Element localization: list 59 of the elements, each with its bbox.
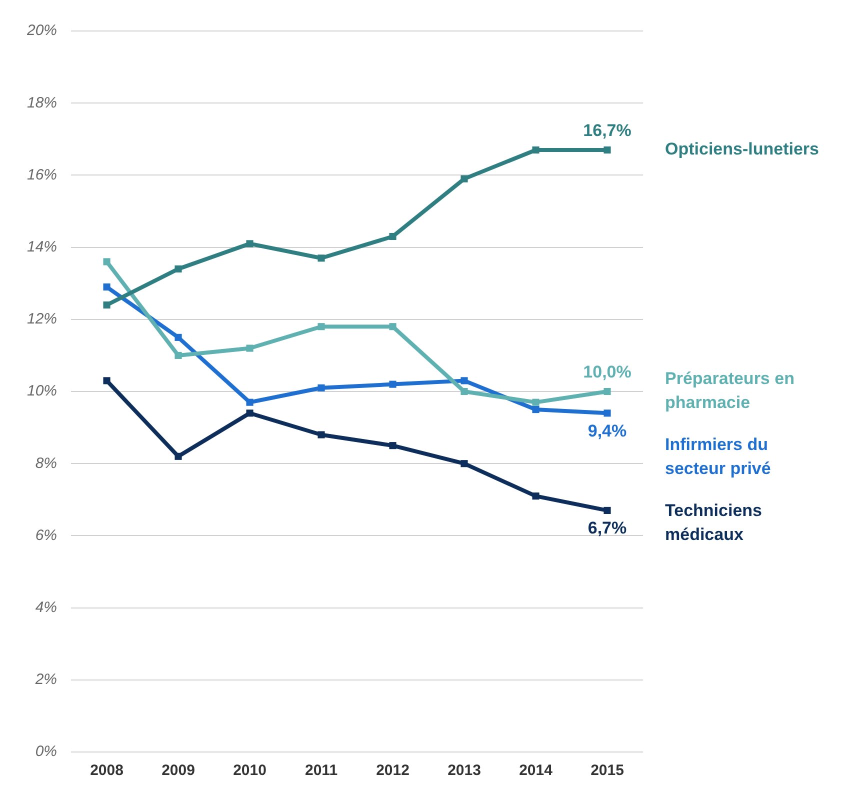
text: Infirmiers du secteur privé (665, 435, 771, 478)
y-tick-label: 20% (26, 22, 58, 40)
point (174, 352, 182, 359)
data-label: 9,4% (588, 421, 627, 440)
text: Techniciens médicaux (665, 501, 762, 544)
data-label: 10,0% (583, 362, 632, 382)
x-tick-label: 2014 (519, 762, 554, 780)
point (532, 492, 540, 500)
point (389, 323, 396, 330)
point (604, 388, 611, 396)
y-tick-label: 14% (26, 238, 58, 256)
point (389, 232, 396, 240)
x-tick-label: 2011 (304, 762, 338, 780)
point (460, 460, 468, 468)
y-tick-label: 4% (35, 598, 58, 616)
point (318, 431, 325, 438)
point (460, 175, 468, 182)
point (604, 146, 611, 154)
point (532, 406, 540, 414)
text: Préparateurs en pharmacie (665, 369, 794, 412)
y-tick-label: 12% (26, 310, 58, 328)
y-tick-label: 8% (35, 454, 58, 472)
point (103, 301, 110, 309)
point (389, 442, 396, 450)
point (318, 384, 325, 392)
point (103, 377, 110, 384)
y-tick-label: 18% (26, 94, 58, 112)
x-tick-label: 2008 (90, 762, 124, 780)
point (174, 334, 182, 341)
y-tick-label: 6% (35, 526, 58, 544)
point (604, 410, 611, 417)
point (532, 398, 540, 406)
point (246, 398, 254, 406)
data-label: 6,7% (588, 518, 627, 538)
point (318, 323, 325, 330)
text: Opticiens-lunetiers (665, 140, 819, 159)
point (389, 380, 396, 388)
point (318, 254, 325, 262)
point (174, 452, 182, 460)
point (103, 283, 110, 290)
point (460, 388, 468, 396)
point (103, 258, 110, 266)
point (604, 506, 611, 514)
point (460, 377, 468, 384)
y-tick-label: 10% (26, 382, 58, 400)
x-tick-label: 2013 (448, 762, 481, 780)
x-tick-label: 2010 (233, 762, 266, 780)
y-tick-label: 0% (35, 743, 58, 760)
point (246, 344, 254, 352)
x-tick-label: 2015 (590, 762, 624, 780)
point (174, 265, 182, 272)
y-tick-label: 2% (34, 671, 58, 688)
point (246, 240, 254, 248)
x-tick-label: 2012 (376, 762, 410, 780)
data-label: 16,7% (583, 121, 632, 140)
y-tick-label: 16% (26, 166, 58, 184)
x-tick-label: 2009 (162, 762, 195, 780)
point (532, 146, 540, 154)
point (246, 410, 254, 417)
